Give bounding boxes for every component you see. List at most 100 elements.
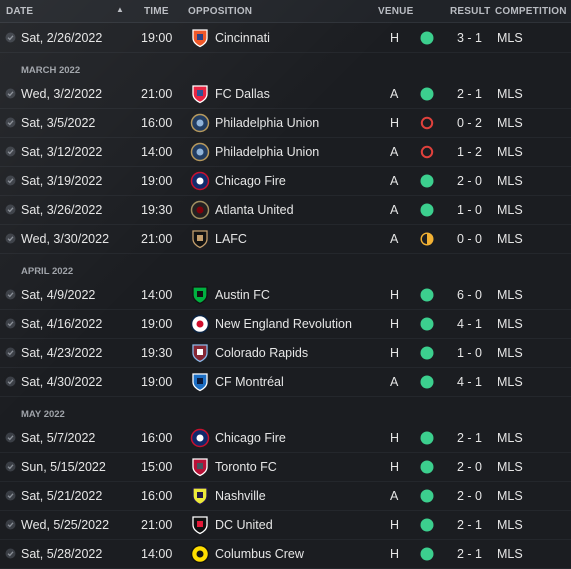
fixture-row[interactable]: Sat, 5/21/2022 16:00 Nashville A 2 - 0 MLS <box>0 482 571 511</box>
opponent-name-link[interactable]: Atlanta United <box>215 203 294 217</box>
fixture-venue: H <box>390 346 400 360</box>
fixture-row[interactable]: Wed, 3/30/2022 21:00 LAFC A 0 - 0 MLS <box>0 225 571 254</box>
fixture-result[interactable]: 1 - 0 <box>457 346 483 360</box>
fixture-time: 19:00 <box>141 375 173 389</box>
opponent-name-link[interactable]: Columbus Crew <box>215 547 304 561</box>
new-england-revolution-crest-icon[interactable] <box>190 314 210 334</box>
toronto-fc-crest-icon[interactable] <box>190 457 210 477</box>
fixture-venue: H <box>390 31 400 45</box>
fc-dallas-crest-icon[interactable] <box>190 84 210 104</box>
fixture-date: Sat, 4/9/2022 <box>21 288 96 302</box>
austin-fc-crest-icon[interactable] <box>190 285 210 305</box>
opponent-name-link[interactable]: Austin FC <box>215 288 270 302</box>
fixture-time: 19:30 <box>141 203 173 217</box>
fixture-result[interactable]: 4 - 1 <box>457 375 483 389</box>
fixture-result[interactable]: 3 - 1 <box>457 31 483 45</box>
fixture-row[interactable]: Sat, 4/23/2022 19:30 Colorado Rapids H 1 - 0… <box>0 339 571 368</box>
fixture-venue: H <box>390 116 400 130</box>
opponent-name-link[interactable]: Philadelphia Union <box>215 145 320 159</box>
fixture-row[interactable]: Sat, 3/26/2022 19:30 Atlanta United A 1 - 0 M… <box>0 196 571 225</box>
lafc-crest-icon[interactable] <box>190 229 210 249</box>
opponent-name-link[interactable]: FC Dallas <box>215 87 270 101</box>
fixture-result[interactable]: 2 - 1 <box>457 431 483 445</box>
cincinnati-crest-icon[interactable] <box>190 28 210 48</box>
fixture-competition: MLS <box>497 346 523 360</box>
column-header-opposition[interactable]: OPPOSITION <box>188 6 253 17</box>
fixture-result[interactable]: 2 - 1 <box>457 547 483 561</box>
fixture-result[interactable]: 2 - 0 <box>457 489 483 503</box>
columbus-crew-crest-icon[interactable] <box>190 544 210 564</box>
opponent-name-link[interactable]: Chicago Fire <box>215 431 286 445</box>
sort-ascending-icon[interactable]: ▲ <box>116 5 125 14</box>
fixture-result[interactable]: 0 - 2 <box>457 116 483 130</box>
nashville-crest-icon[interactable] <box>190 486 210 506</box>
fixture-venue: A <box>390 489 399 503</box>
fixture-date: Sat, 4/23/2022 <box>21 346 103 360</box>
fixture-row[interactable]: Sat, 2/26/2022 19:00 Cincinnati H 3 - 1 MLS <box>0 24 571 53</box>
opponent-name-link[interactable]: Nashville <box>215 489 266 503</box>
opponent-name-link[interactable]: Philadelphia Union <box>215 116 320 130</box>
opponent-name-link[interactable]: Cincinnati <box>215 31 270 45</box>
fixture-row[interactable]: Wed, 5/25/2022 21:00 DC United H 2 - 1 MLS <box>0 511 571 540</box>
fixture-row[interactable]: Sat, 4/16/2022 19:00 New England Revolutio… <box>0 310 571 339</box>
opponent-name-link[interactable]: LAFC <box>215 232 247 246</box>
played-check-icon <box>5 490 16 501</box>
opponent-name-link[interactable]: New England Revolution <box>215 317 352 331</box>
fixture-row[interactable]: Sat, 3/5/2022 16:00 Philadelphia Union H 0 -… <box>0 109 571 138</box>
fixture-venue: H <box>390 460 400 474</box>
fixture-row[interactable]: Sat, 3/19/2022 19:00 Chicago Fire A 2 - 0 MLS <box>0 167 571 196</box>
cf-montreal-crest-icon[interactable] <box>190 372 210 392</box>
table-header: DATE ▲ TIME OPPOSITION VENUE RESULT COMP… <box>0 0 571 23</box>
philadelphia-union-crest-icon[interactable] <box>190 113 210 133</box>
fixture-row[interactable]: Sat, 4/30/2022 19:00 CF Montréal A 4 - 1 MLS <box>0 368 571 397</box>
fixture-time: 14:00 <box>141 145 173 159</box>
fixture-time: 19:00 <box>141 317 173 331</box>
win-outcome-icon <box>420 174 434 188</box>
column-header-venue[interactable]: VENUE <box>378 6 414 17</box>
fixture-venue: H <box>390 288 400 302</box>
fixture-row[interactable]: Wed, 3/2/2022 21:00 FC Dallas A 2 - 1 MLS <box>0 80 571 109</box>
month-label: MARCH 2022 <box>21 65 81 76</box>
fixture-time: 14:00 <box>141 547 173 561</box>
fixture-row[interactable]: Sun, 5/15/2022 15:00 Toronto FC H 2 - 0 MLS <box>0 453 571 482</box>
fixture-result[interactable]: 2 - 1 <box>457 518 483 532</box>
fixture-result[interactable]: 2 - 1 <box>457 87 483 101</box>
column-header-competition[interactable]: COMPETITION <box>495 6 567 17</box>
column-header-time[interactable]: TIME <box>144 6 169 17</box>
dc-united-crest-icon[interactable] <box>190 515 210 535</box>
fixture-result[interactable]: 2 - 0 <box>457 174 483 188</box>
colorado-rapids-crest-icon[interactable] <box>190 343 210 363</box>
opponent-name-link[interactable]: Toronto FC <box>215 460 277 474</box>
chicago-fire-crest-icon[interactable] <box>190 171 210 191</box>
opponent-name-link[interactable]: Colorado Rapids <box>215 346 309 360</box>
fixture-time: 16:00 <box>141 489 173 503</box>
played-check-icon <box>5 204 16 215</box>
fixture-row[interactable]: Sat, 3/12/2022 14:00 Philadelphia Union A 1 … <box>0 138 571 167</box>
played-check-icon <box>5 175 16 186</box>
fixture-date: Sat, 2/26/2022 <box>21 31 103 45</box>
fixture-row[interactable]: Sat, 4/9/2022 14:00 Austin FC H 6 - 0 MLS <box>0 281 571 310</box>
column-header-date[interactable]: DATE <box>6 6 34 17</box>
fixture-result[interactable]: 1 - 2 <box>457 145 483 159</box>
atlanta-united-crest-icon[interactable] <box>190 200 210 220</box>
fixture-row[interactable]: Sat, 5/28/2022 14:00 Columbus Crew H 2 - 1 ML… <box>0 540 571 569</box>
column-header-result[interactable]: RESULT <box>450 6 491 17</box>
fixture-result[interactable]: 0 - 0 <box>457 232 483 246</box>
fixture-date: Sat, 3/5/2022 <box>21 116 96 130</box>
philadelphia-union-crest-icon[interactable] <box>190 142 210 162</box>
opponent-name-link[interactable]: CF Montréal <box>215 375 284 389</box>
fixture-result[interactable]: 2 - 0 <box>457 460 483 474</box>
opponent-name-link[interactable]: DC United <box>215 518 273 532</box>
fixture-time: 21:00 <box>141 518 173 532</box>
fixture-competition: MLS <box>497 87 523 101</box>
fixture-result[interactable]: 4 - 1 <box>457 317 483 331</box>
fixture-result[interactable]: 1 - 0 <box>457 203 483 217</box>
fixture-result[interactable]: 6 - 0 <box>457 288 483 302</box>
fixture-row[interactable]: Sat, 5/7/2022 16:00 Chicago Fire H 2 - 1 MLS <box>0 424 571 453</box>
chicago-fire-crest-icon[interactable] <box>190 428 210 448</box>
opponent-name-link[interactable]: Chicago Fire <box>215 174 286 188</box>
month-section-header: MAY 2022 <box>0 397 571 424</box>
win-outcome-icon <box>420 518 434 532</box>
fixture-time: 19:00 <box>141 174 173 188</box>
fixture-time: 19:30 <box>141 346 173 360</box>
